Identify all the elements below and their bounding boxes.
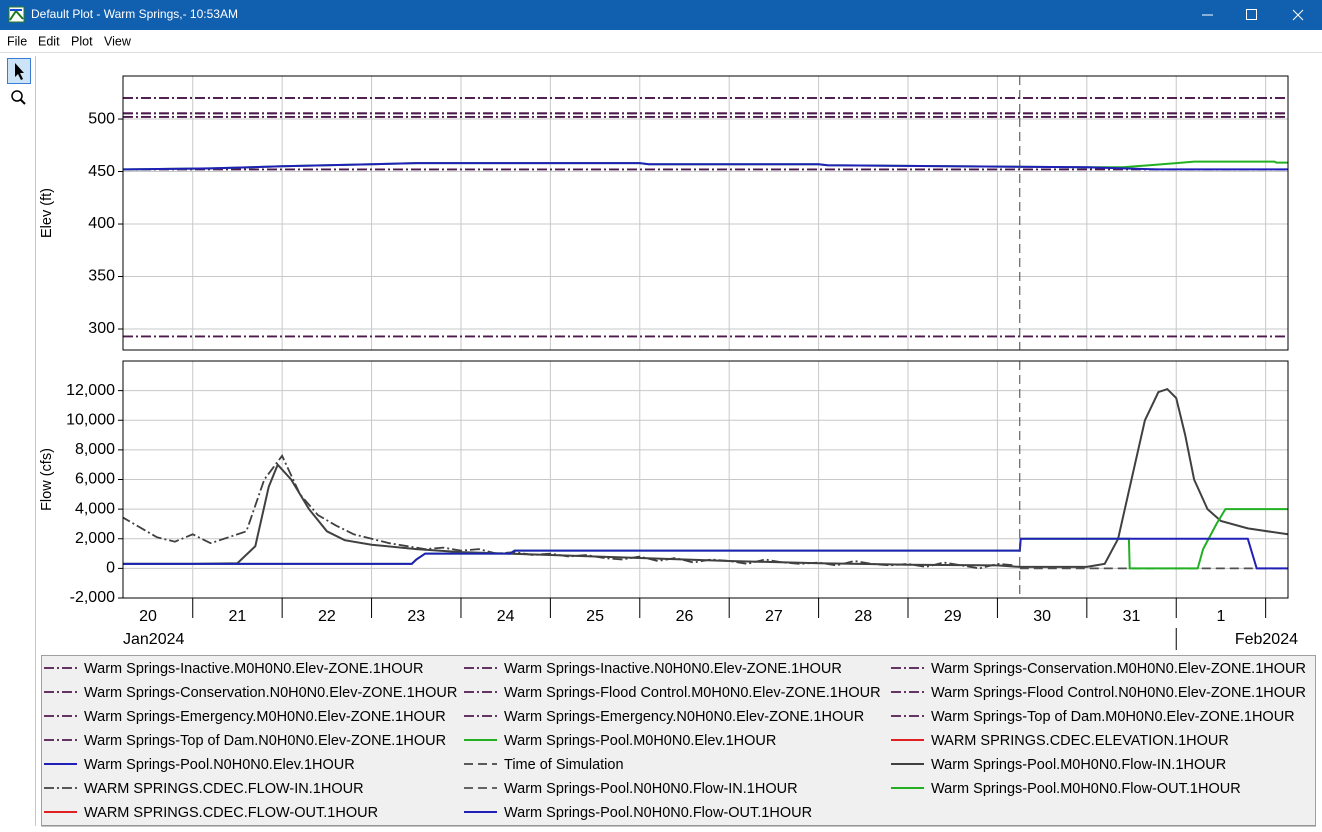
legend-entry: WARM SPRINGS.CDEC.FLOW-OUT.1HOUR [84, 805, 378, 821]
y-tick-label: 300 [88, 320, 115, 337]
app-icon [8, 6, 25, 23]
close-button[interactable] [1292, 9, 1304, 21]
zoom-tool[interactable] [11, 90, 26, 105]
y-tick-label: 400 [88, 215, 115, 232]
menu-item[interactable]: Edit [38, 34, 60, 48]
legend-entry: Warm Springs-Emergency.N0H0N0.Elev-ZONE.… [504, 709, 864, 725]
series-line [123, 454, 1016, 570]
legend-entry: Warm Springs-Pool.N0H0N0.Flow-IN.1HOUR [504, 781, 798, 797]
x-tick-label: 20 [139, 608, 157, 625]
x-tick-label: 27 [765, 608, 783, 625]
legend-entry: Warm Springs-Inactive.N0H0N0.Elev-ZONE.1… [504, 661, 842, 677]
x-tick-label: 28 [854, 608, 872, 625]
legend-entry: Warm Springs-Pool.M0H0N0.Flow-IN.1HOUR [931, 757, 1226, 773]
x-tick-label: 29 [944, 608, 962, 625]
legend-entry: Warm Springs-Pool.N0H0N0.Elev.1HOUR [84, 757, 355, 773]
menu-item[interactable]: File [7, 34, 27, 48]
x-tick-label: 25 [586, 608, 604, 625]
legend-entry: Warm Springs-Conservation.M0H0N0.Elev-ZO… [931, 661, 1306, 677]
plot-frame [122, 360, 1289, 599]
plot-area [123, 76, 1288, 350]
y-tick-label: 6,000 [75, 471, 115, 488]
menu-item[interactable]: View [104, 34, 132, 48]
y-tick-label: 0 [106, 560, 115, 577]
x-tick-label: 21 [229, 608, 247, 625]
legend-entry: Warm Springs-Pool.M0H0N0.Elev.1HOUR [504, 733, 776, 749]
legend-entry: Warm Springs-Inactive.M0H0N0.Elev-ZONE.1… [84, 661, 423, 677]
legend-box [41, 655, 1316, 826]
title-bar [0, 0, 1322, 30]
x-tick-label: 22 [318, 608, 336, 625]
x-tick-label: 26 [676, 608, 694, 625]
y-tick-label: 10,000 [66, 411, 115, 428]
x-tick-label: 24 [497, 608, 515, 625]
legend-entry: Warm Springs-Top of Dam.N0H0N0.Elev-ZONE… [84, 733, 446, 749]
legend-entry: Warm Springs-Flood Control.N0H0N0.Elev-Z… [931, 685, 1306, 701]
x-tick-label: 30 [1033, 608, 1051, 625]
legend-entry: Warm Springs-Pool.M0H0N0.Flow-OUT.1HOUR [931, 781, 1241, 797]
y-axis-label: Flow (cfs) [39, 448, 55, 511]
legend-entry: Warm Springs-Flood Control.M0H0N0.Elev-Z… [504, 685, 881, 701]
legend-entry: Warm Springs-Pool.N0H0N0.Flow-OUT.1HOUR [504, 805, 812, 821]
window-title: Default Plot - Warm Springs,- 10:53AM [31, 7, 238, 21]
legend-entry: Time of Simulation [504, 757, 624, 773]
plot-frame [122, 75, 1289, 351]
series-line [123, 537, 1288, 570]
y-tick-label: 12,000 [66, 382, 115, 399]
series-line [123, 162, 1288, 171]
y-tick-label: -2,000 [70, 589, 115, 606]
legend-entry: WARM SPRINGS.CDEC.FLOW-IN.1HOUR [84, 781, 364, 797]
pointer-tool[interactable] [7, 58, 31, 84]
y-tick-label: 8,000 [75, 441, 115, 458]
x-group-label: Jan2024 [123, 631, 184, 648]
x-tick-label: 1 [1216, 608, 1225, 625]
legend-entry: Warm Springs-Conservation.N0H0N0.Elev-ZO… [84, 685, 457, 701]
y-tick-label: 500 [88, 110, 115, 127]
y-tick-label: 4,000 [75, 500, 115, 517]
y-tick-label: 350 [88, 268, 115, 285]
series-layer [123, 97, 1288, 338]
series-line [123, 387, 1288, 568]
y-axis-label: Elev (ft) [39, 188, 55, 238]
maximize-button[interactable] [1246, 9, 1257, 20]
legend-entry: Warm Springs-Top of Dam.M0H0N0.Elev-ZONE… [931, 709, 1295, 725]
legend-entry: WARM SPRINGS.CDEC.ELEVATION.1HOUR [931, 733, 1229, 749]
y-tick-label: 2,000 [75, 530, 115, 547]
legend-entry: Warm Springs-Emergency.M0H0N0.Elev-ZONE.… [84, 709, 446, 725]
menu-item[interactable]: Plot [71, 34, 93, 48]
menu-bar [0, 30, 1322, 52]
x-group-label: Feb2024 [1235, 631, 1298, 648]
series-layer [123, 387, 1288, 570]
x-tick-label: 23 [407, 608, 425, 625]
x-tick-label: 31 [1123, 608, 1141, 625]
y-tick-label: 450 [88, 163, 115, 180]
